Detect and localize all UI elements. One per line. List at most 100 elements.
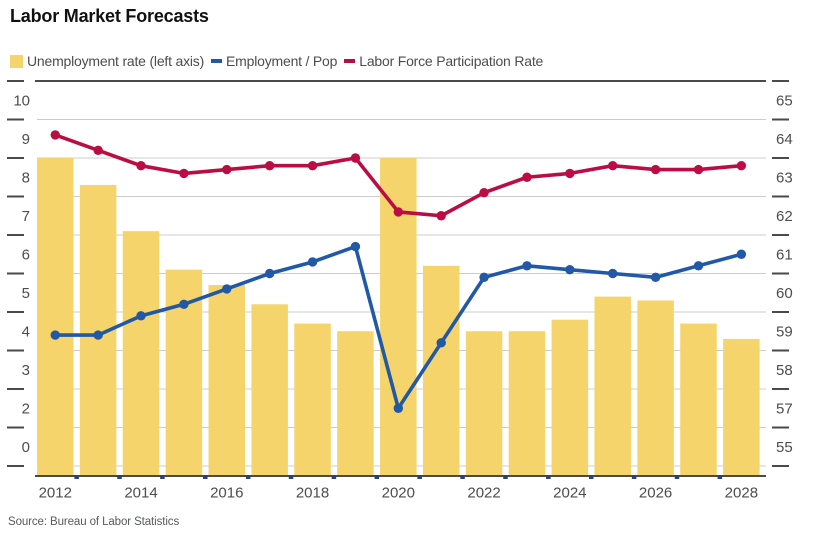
point-2025 — [608, 268, 618, 279]
x-axis-tick-nub — [631, 475, 637, 479]
point-2016 — [222, 284, 232, 294]
right-axis-tick-label: 62 — [776, 208, 793, 225]
x-axis-label: 2020 — [382, 485, 415, 502]
x-axis-tick-nub — [331, 475, 337, 479]
x-axis-label: 2018 — [296, 485, 329, 502]
point-2022 — [479, 187, 489, 198]
point-2024 — [565, 264, 575, 275]
x-axis-tick-nub — [74, 475, 79, 479]
chart-legend: Unemployment rate (left axis) Employment… — [10, 53, 550, 69]
point-2023 — [522, 261, 532, 271]
bar-2027 — [680, 323, 717, 476]
red-line-swatch-icon — [344, 59, 356, 63]
point-2026 — [650, 272, 661, 283]
legend-label-lfpr: Labor Force Participation Rate — [359, 53, 544, 69]
x-axis-label: 2026 — [639, 485, 672, 502]
left-axis-tick-label: 10 — [13, 92, 30, 109]
x-axis-tick-nub — [717, 475, 723, 479]
legend-item-unemployment-rate: Unemployment rate (left axis) — [10, 53, 204, 69]
legend-label-unemployment-rate: Unemployment rate (left axis) — [27, 53, 205, 69]
left-axis-tick-label: 5 — [22, 285, 30, 302]
point-2020 — [393, 207, 404, 217]
point-2018 — [307, 161, 318, 171]
right-axis-tick-label: 64 — [776, 131, 793, 148]
left-axis-tick-label: 2 — [22, 400, 30, 417]
point-2015 — [179, 299, 189, 309]
bar-2021 — [422, 265, 460, 476]
point-2023 — [522, 172, 532, 182]
right-axis-tick-label: 60 — [776, 285, 793, 302]
x-axis-tick-nub — [203, 475, 208, 479]
point-2025 — [608, 161, 618, 171]
right-axis-tick-label: 57 — [776, 400, 793, 417]
point-2019 — [350, 153, 361, 163]
bar-2019 — [337, 331, 374, 476]
point-2014 — [136, 311, 146, 321]
x-axis-tick-nub — [160, 475, 165, 479]
bar-2024 — [551, 319, 589, 476]
bar-2023 — [508, 331, 546, 476]
point-2017 — [264, 161, 275, 171]
point-2022 — [479, 272, 489, 283]
x-axis-tick-nub — [245, 475, 251, 479]
x-axis-label: 2012 — [39, 485, 72, 502]
x-axis-label: 2022 — [467, 485, 500, 502]
point-2013 — [93, 145, 103, 155]
bar-2016 — [208, 285, 246, 476]
point-2012 — [50, 130, 60, 140]
right-axis-tick-label: 63 — [776, 169, 793, 186]
point-2021 — [436, 211, 446, 221]
left-axis-tick-label: 8 — [22, 169, 30, 186]
bar-swatch-icon — [10, 54, 23, 68]
x-axis-tick-nub — [417, 475, 422, 479]
point-2028 — [736, 161, 747, 171]
x-axis-label: 2024 — [553, 485, 586, 502]
x-axis-label: 2028 — [725, 485, 758, 502]
x-axis-tick-nub — [460, 475, 465, 479]
bar-2022 — [465, 331, 503, 476]
bar-2020 — [380, 158, 417, 476]
point-2028 — [736, 249, 747, 259]
point-2016 — [222, 164, 232, 175]
right-axis-tick-label: 58 — [776, 362, 793, 379]
x-axis-tick-nub — [117, 475, 122, 479]
point-2026 — [650, 164, 661, 175]
x-axis-tick-nub — [288, 475, 294, 479]
x-axis-tick-nub — [588, 475, 594, 479]
x-axis-tick-nub — [674, 475, 680, 479]
point-2017 — [264, 268, 275, 279]
point-2024 — [565, 168, 575, 179]
point-2020 — [393, 403, 404, 413]
point-2027 — [693, 164, 704, 175]
left-axis-tick-label: 4 — [22, 323, 30, 340]
bar-2028 — [723, 338, 760, 476]
x-axis-tick-nub — [374, 475, 380, 479]
x-axis-tick-nub — [546, 475, 551, 479]
left-axis-tick-label: 3 — [22, 362, 30, 379]
blue-line-swatch-icon — [211, 59, 223, 63]
left-axis-tick-label: 7 — [22, 208, 30, 225]
bar-2014 — [122, 231, 160, 476]
point-2027 — [693, 261, 704, 271]
bar-2018 — [294, 323, 331, 476]
point-2018 — [307, 257, 318, 267]
left-axis-tick-label: 9 — [22, 131, 30, 148]
right-axis-tick-label: 55 — [776, 439, 793, 456]
legend-item-employment-pop: Employment / Pop — [211, 53, 337, 69]
legend-label-employment-pop: Employment / Pop — [226, 53, 338, 69]
right-axis-tick-label: 59 — [776, 323, 793, 340]
x-axis-tick-nub — [503, 475, 508, 479]
legend-item-lfpr: Labor Force Participation Rate — [344, 53, 543, 69]
x-axis-label: 2016 — [210, 485, 243, 502]
point-2013 — [93, 330, 103, 340]
point-2015 — [179, 168, 189, 179]
bar-2012 — [37, 158, 74, 476]
right-axis-tick-label: 61 — [776, 246, 793, 263]
point-2019 — [350, 241, 361, 252]
bar-2026 — [637, 300, 674, 476]
point-2012 — [50, 330, 60, 340]
left-axis-tick-label: 0 — [22, 439, 30, 456]
point-2014 — [136, 161, 146, 171]
chart-title: Labor Market Forecasts — [10, 6, 209, 26]
